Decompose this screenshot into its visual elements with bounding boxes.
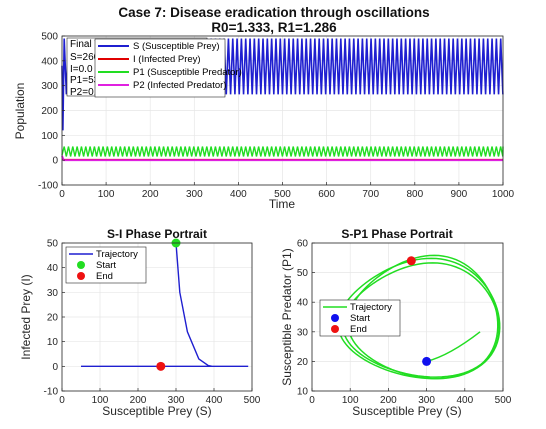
si-end-marker: [156, 361, 166, 371]
legend-label-s: S (Susceptible Prey): [133, 41, 220, 52]
time-series-x-tick-label: 0: [59, 189, 65, 200]
sp1-legend-start-label: Start: [350, 313, 370, 324]
sp1-phase-y-tick-label: 40: [297, 298, 309, 309]
final-value-i: I=0.0: [70, 64, 93, 75]
time-series-panel: 0 100 200 300 400 500 600 700 800 900 1000 -100010…: [13, 32, 515, 212]
sp1-phase-title: S-P1 Phase Portrait: [341, 227, 452, 241]
sp1-phase-x-tick-label: 500: [495, 395, 512, 406]
figure-title-line1: Case 7: Disease eradication through osci…: [118, 5, 429, 20]
si-phase-y-tick-label: 10: [47, 337, 59, 348]
sp1-phase-y-tick-label: 10: [297, 387, 309, 398]
time-series-x-tick-label: 700: [362, 189, 379, 200]
si-phase-y-tick-label: -10: [44, 387, 59, 398]
time-series-y-tick-label: 0: [52, 156, 58, 167]
sp1-legend-end-label: End: [350, 324, 367, 335]
time-series-y-label: Population: [13, 83, 27, 140]
si-phase-y-label: Infected Prey (I): [19, 274, 33, 359]
si-phase-y-tick-label: 0: [52, 362, 58, 373]
sp1-legend-end-marker: [331, 325, 339, 333]
sp1-phase-y-tick-label: 20: [297, 357, 309, 368]
si-phase-data: [81, 238, 249, 371]
si-phase-x-label: Susceptible Prey (S): [102, 404, 211, 418]
sp1-phase-panel: S-P1 Phase Portrait 0 100 200 300 400 500 10 2…: [280, 227, 512, 418]
si-phase-title: S-I Phase Portrait: [107, 227, 207, 241]
time-series-y-tick-label: 500: [41, 32, 58, 43]
final-value-s: S=260: [70, 52, 100, 63]
si-legend-end-label: End: [96, 271, 113, 282]
sp1-phase-x-tick-label: 0: [309, 395, 315, 406]
time-series-x-tick-label: 100: [98, 189, 115, 200]
sp1-phase-y-tick-label: 30: [297, 327, 309, 338]
sp1-phase-legend: Trajectory Start End: [319, 299, 401, 337]
si-phase-y-tick-label: 40: [47, 263, 59, 274]
si-phase-panel: S-I Phase Portrait 0 100 200 300 400 500 -100…: [19, 227, 261, 418]
si-phase-x-tick-label: 200: [130, 395, 147, 406]
legend-label-p2: P2 (Infected Predator): [133, 80, 226, 91]
time-series-x-tick-label: 1000: [492, 189, 515, 200]
time-series-x-tick-label: 600: [318, 189, 335, 200]
si-phase-x-tick-label: 100: [92, 395, 109, 406]
sp1-phase-x-tick-label: 300: [418, 395, 435, 406]
sp1-phase-x-tick-label: 200: [380, 395, 397, 406]
time-series-x-ticks: 0 100 200 300 400 500 600 700 800 900 1000: [59, 182, 515, 200]
time-series-x-tick-label: 800: [406, 189, 423, 200]
si-trajectory-line: [81, 242, 249, 368]
si-phase-y-tick-label: 30: [47, 288, 59, 299]
sp1-phase-x-label: Susceptible Prey (S): [352, 404, 461, 418]
si-phase-x-tick-label: 0: [59, 395, 65, 406]
si-phase-x-tick-label: 500: [244, 395, 261, 406]
time-series-x-tick-label: 900: [451, 189, 468, 200]
sp1-legend-start-marker: [331, 314, 339, 322]
sp1-phase-x-ticks: 0 100 200 300 400 500: [309, 388, 512, 406]
si-phase-x-ticks: 0 100 200 300 400 500: [59, 388, 261, 406]
time-series-x-tick-label: 400: [230, 189, 247, 200]
sp1-phase-x-tick-label: 400: [456, 395, 473, 406]
si-phase-x-tick-label: 300: [168, 395, 185, 406]
figure-title-line2: R0=1.333, R1=1.286: [211, 20, 337, 35]
time-series-x-tick-label: 300: [186, 189, 203, 200]
si-legend-trajectory-label: Trajectory: [96, 249, 138, 260]
final-value-p2: P2=0.: [70, 87, 96, 98]
time-series-x-tick-label: 200: [142, 189, 159, 200]
sp1-end-marker: [406, 256, 416, 266]
sp1-legend-trajectory-label: Trajectory: [350, 302, 392, 313]
time-series-y-tick-label: 200: [41, 106, 58, 117]
time-series-y-ticks: -100 0 100 200 300 400 500: [38, 32, 65, 192]
legend-label-i: I (Infected Prey): [133, 54, 201, 65]
series-line-p1: [61, 146, 504, 157]
si-legend-start-marker: [77, 261, 85, 269]
si-phase-x-tick-label: 400: [206, 395, 223, 406]
sp1-phase-y-tick-label: 60: [297, 239, 309, 250]
sp1-phase-axes-box: [311, 242, 504, 392]
sp1-phase-x-tick-label: 100: [342, 395, 359, 406]
si-phase-legend: Trajectory Start End: [65, 246, 147, 284]
si-legend-end-marker: [77, 272, 85, 280]
sp1-phase-y-ticks: 10 20 30 40 50 60: [297, 239, 315, 398]
final-value-p1: P1=53: [70, 75, 100, 86]
sp1-phase-y-tick-label: 50: [297, 268, 309, 279]
time-series-y-tick-label: 300: [41, 81, 58, 92]
time-series-y-tick-label: 100: [41, 131, 58, 142]
si-phase-y-tick-label: 50: [47, 239, 59, 250]
time-series-legend-box: [94, 38, 226, 98]
legend-label-p1: P1 (Susceptible Predator): [133, 67, 242, 78]
sp1-start-marker: [422, 356, 432, 366]
time-series-legend: S (Susceptible Prey) I (Infected Prey) P…: [94, 38, 242, 98]
si-phase-y-ticks: -10 0 10 20 30 40 50: [44, 239, 65, 398]
time-series-y-tick-label: -100: [38, 181, 58, 192]
si-legend-start-label: Start: [96, 260, 116, 271]
sp1-phase-y-label: Susceptible Predator (P1): [280, 248, 294, 385]
time-series-x-label: Time: [269, 197, 296, 211]
time-series-x-tick-label: 500: [274, 189, 291, 200]
time-series-y-tick-label: 400: [41, 56, 58, 67]
si-phase-y-tick-label: 20: [47, 313, 59, 324]
